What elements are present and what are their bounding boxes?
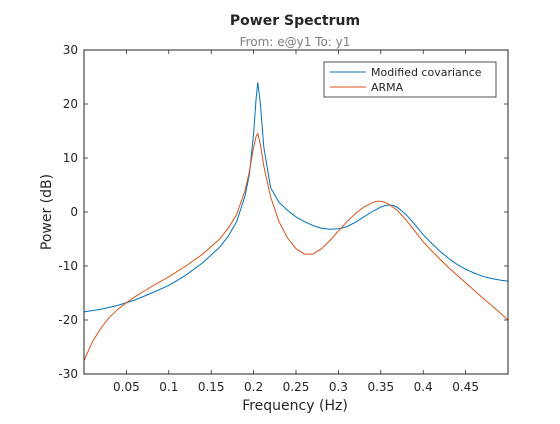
x-tick-label: 0.1 <box>159 380 178 394</box>
x-tick-label: 0.05 <box>113 380 140 394</box>
legend-label-arma: ARMA <box>371 81 404 94</box>
x-tick-label: 0.15 <box>198 380 225 394</box>
y-tick-label: -30 <box>58 367 78 381</box>
y-tick-label: 10 <box>63 151 78 165</box>
y-tick-label: 0 <box>70 205 78 219</box>
y-tick-label: -10 <box>58 259 78 273</box>
legend-label-modified-covariance: Modified covariance <box>371 66 482 79</box>
x-tick-label: 0.45 <box>452 380 479 394</box>
chart-title: Power Spectrum <box>230 13 360 29</box>
y-tick-label: -20 <box>58 313 78 327</box>
y-axis-ticks: -30 -20 -10 0 10 20 30 <box>58 43 508 381</box>
x-tick-label: 0.3 <box>329 380 348 394</box>
legend: Modified covariance ARMA <box>323 61 497 98</box>
x-tick-label: 0.35 <box>367 380 394 394</box>
y-tick-label: 20 <box>63 97 78 111</box>
plot-area <box>84 50 508 374</box>
series-lines <box>84 82 508 361</box>
legend-box <box>323 61 497 98</box>
y-tick-label: 30 <box>63 43 78 57</box>
x-axis-ticks: 0.05 0.1 0.15 0.2 0.25 0.3 0.35 0.4 0.45 <box>113 50 479 394</box>
y-axis-label: Power (dB) <box>39 174 55 250</box>
series-line-modified-covariance <box>84 82 508 313</box>
chart-subtitle: From: e@y1 To: y1 <box>240 35 351 49</box>
x-tick-label: 0.4 <box>414 380 433 394</box>
x-tick-label: 0.2 <box>244 380 263 394</box>
series-line-arma <box>84 132 508 361</box>
x-axis-label: Frequency (Hz) <box>242 398 348 414</box>
x-tick-label: 0.25 <box>283 380 310 394</box>
